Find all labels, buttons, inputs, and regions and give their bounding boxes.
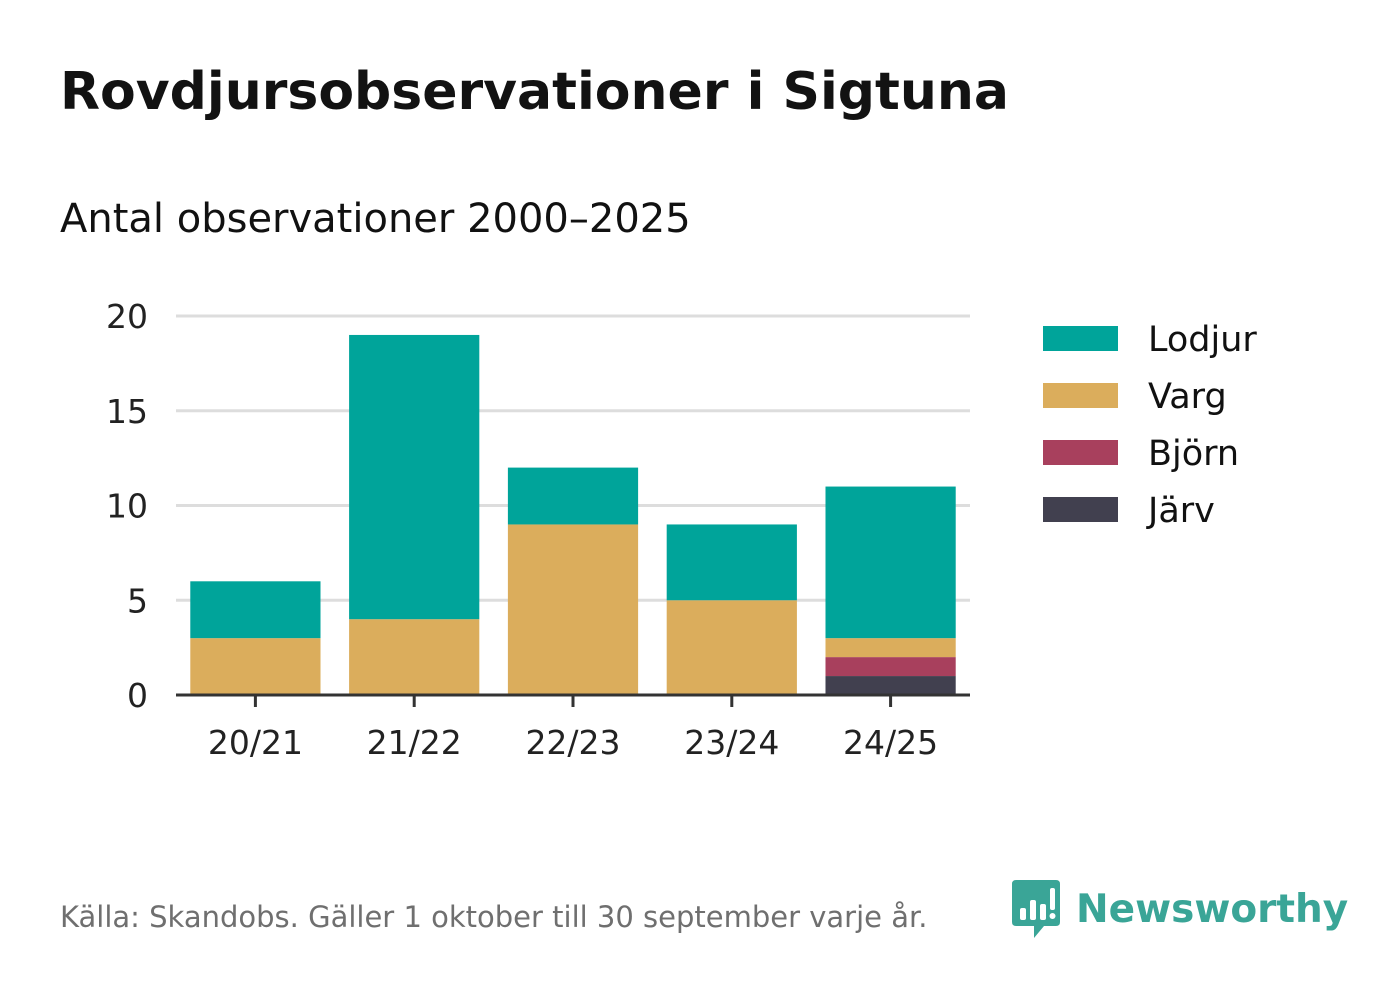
bar-segment-lodjur [666, 524, 797, 601]
y-tick-label: 10 [106, 487, 148, 526]
y-tick-label: 20 [106, 297, 148, 336]
legend-swatch-järv [1043, 497, 1118, 522]
x-tick-labels: 20/21 21/22 22/23 23/24 24/25 [208, 723, 938, 762]
legend-label-varg: Varg [1148, 377, 1227, 417]
chart-title: Rovdjursobservationer i Sigtuna [60, 62, 1009, 122]
legend-label-lodjur: Lodjur [1148, 320, 1257, 360]
legend-swatch-varg [1043, 383, 1118, 408]
bar-segment-varg [507, 524, 639, 695]
y-tick-labels: 0 5 10 15 20 [106, 297, 148, 715]
x-tick-label: 23/24 [684, 723, 779, 762]
x-tick-label: 22/23 [525, 723, 620, 762]
brand: Newsworthy [1010, 878, 1348, 940]
bar-segment-lodjur [349, 334, 480, 620]
y-tick-label: 15 [106, 392, 148, 431]
legend-swatch-björn [1043, 440, 1118, 465]
bar-segment-järv [825, 676, 956, 695]
legend-swatch-lodjur [1043, 326, 1118, 351]
y-tick-label: 0 [127, 676, 148, 715]
bar-segment-varg [825, 638, 956, 658]
legend: Lodjur Varg Björn Järv [1043, 320, 1257, 531]
bar-segment-varg [190, 638, 321, 695]
legend-label-björn: Björn [1148, 434, 1239, 474]
bars [190, 334, 956, 695]
x-tick-label: 24/25 [843, 723, 938, 762]
stacked-bar-chart: 0 5 10 15 20 20/21 21/22 22/23 23/24 24/25 Lodju… [106, 297, 1257, 762]
chart-subtitle: Antal observationer 2000–2025 [60, 196, 691, 242]
bar-segment-lodjur [190, 581, 321, 639]
brand-name: Newsworthy [1076, 886, 1349, 932]
legend-label-järv: Järv [1146, 491, 1215, 531]
bar-segment-lodjur [825, 486, 956, 639]
y-tick-label: 5 [127, 581, 148, 620]
x-axis [176, 693, 970, 707]
x-tick-label: 21/22 [367, 723, 462, 762]
newsworthy-logo-icon [1012, 880, 1060, 938]
x-tick-label: 20/21 [208, 723, 303, 762]
source-note: Källa: Skandobs. Gäller 1 oktober till 3… [60, 900, 928, 934]
bar-segment-björn [825, 657, 956, 677]
bar-segment-lodjur [507, 467, 639, 525]
bar-segment-varg [666, 600, 797, 695]
bar-segment-varg [349, 619, 480, 695]
